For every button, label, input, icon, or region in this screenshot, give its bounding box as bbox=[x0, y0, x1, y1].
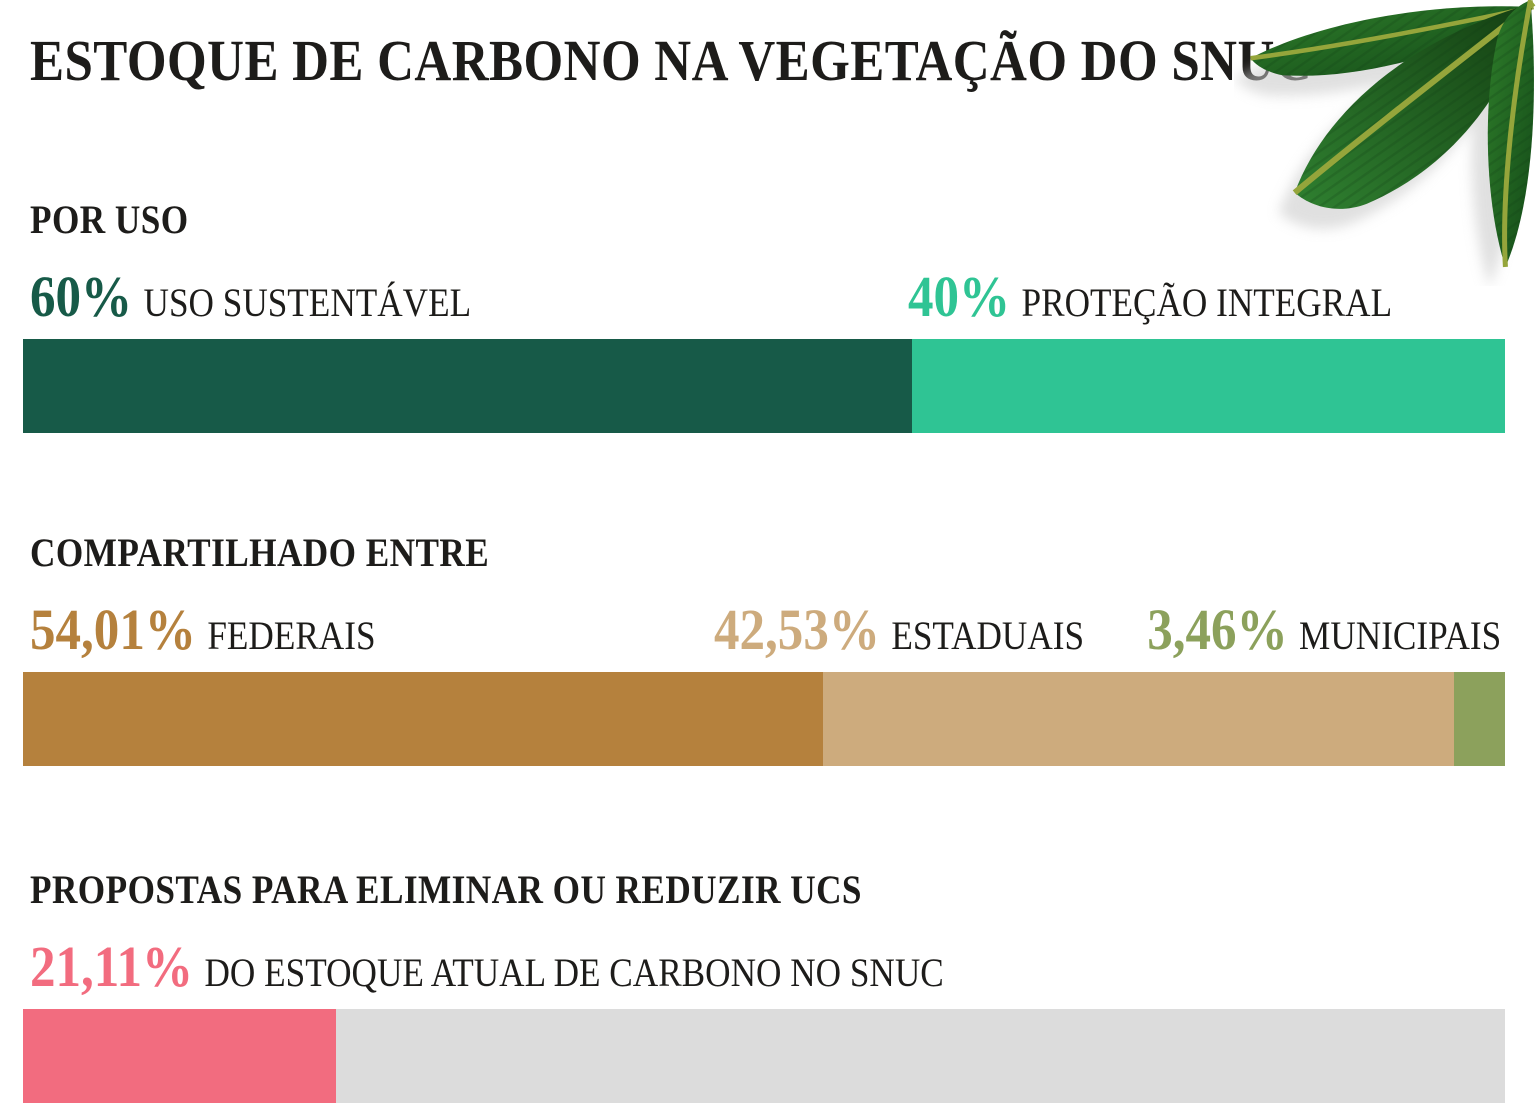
section-heading: COMPARTILHADO ENTRE bbox=[30, 533, 1505, 573]
percent-value: 21,11% bbox=[30, 934, 194, 999]
section-heading-text: POR USO bbox=[30, 197, 189, 242]
section-heading: PROPOSTAS PARA ELIMINAR OU REDUZIR UCS bbox=[30, 870, 1505, 910]
segment-label: USO SUSTENTÁVEL bbox=[143, 280, 472, 325]
section-heading-text: COMPARTILHADO ENTRE bbox=[30, 530, 490, 575]
bar-segment-municipais bbox=[1453, 672, 1505, 766]
segment-label: PROTEÇÃO INTEGRAL bbox=[1021, 280, 1392, 325]
page-title-text: ESTOQUE DE CARBONO NA VEGETAÇÃO DO SNUC bbox=[30, 28, 1313, 93]
label-federais: 54,01% FEDERAIS bbox=[30, 601, 376, 659]
segment-labels-row: 21,11% DO ESTOQUE ATUAL DE CARBONO NO SNU… bbox=[23, 922, 1505, 996]
label-uso-sustentavel: 60% USO SUSTENTÁVEL bbox=[30, 268, 471, 326]
section-compartilhado-entre: COMPARTILHADO ENTRE 54,01% FEDERAIS 42,53… bbox=[23, 533, 1505, 766]
label-municipais: 3,46% MUNICIPAIS bbox=[1147, 601, 1501, 659]
progress-bar-track bbox=[23, 1009, 1505, 1103]
segment-label: MUNICIPAIS bbox=[1298, 613, 1501, 658]
segment-label: ESTADUAIS bbox=[890, 613, 1084, 658]
percent-value: 42,53% bbox=[713, 597, 880, 662]
section-propostas: PROPOSTAS PARA ELIMINAR OU REDUZIR UCS 2… bbox=[23, 870, 1505, 1103]
label-protecao-integral: 40% PROTEÇÃO INTEGRAL bbox=[908, 268, 1392, 326]
label-estaduais: 42,53% ESTADUAIS bbox=[714, 601, 1084, 659]
percent-value: 40% bbox=[907, 264, 1010, 329]
stacked-bar-por-uso bbox=[23, 339, 1505, 433]
segment-label: FEDERAIS bbox=[207, 613, 376, 658]
bar-segment-protecao-integral bbox=[912, 339, 1505, 433]
percent-value: 3,46% bbox=[1147, 597, 1288, 662]
bar-segment-federais bbox=[23, 672, 824, 766]
section-heading: POR USO bbox=[30, 200, 1505, 240]
segment-label: DO ESTOQUE ATUAL DE CARBONO NO SNUC bbox=[204, 950, 944, 995]
bar-segment-uso-sustentavel bbox=[23, 339, 913, 433]
section-heading-text: PROPOSTAS PARA ELIMINAR OU REDUZIR UCS bbox=[30, 867, 862, 912]
segment-labels-row: 60% USO SUSTENTÁVEL 40% PROTEÇÃO INTEGRAL bbox=[23, 252, 1505, 326]
percent-value: 60% bbox=[30, 264, 133, 329]
segment-labels-row: 54,01% FEDERAIS 42,53% ESTADUAIS 3,46% MUNI… bbox=[23, 585, 1505, 659]
bar-segment-estaduais bbox=[823, 672, 1454, 766]
section-por-uso: POR USO 60% USO SUSTENTÁVEL 40% PROTEÇÃO I… bbox=[23, 200, 1505, 433]
label-estoque-atual: 21,11% DO ESTOQUE ATUAL DE CARBONO NO SNU… bbox=[30, 938, 944, 996]
stacked-bar-compartilhado bbox=[23, 672, 1505, 766]
percent-value: 54,01% bbox=[30, 597, 196, 662]
page-title: ESTOQUE DE CARBONO NA VEGETAÇÃO DO SNUC bbox=[23, 0, 1505, 90]
bar-segment-propostas bbox=[23, 1009, 336, 1103]
